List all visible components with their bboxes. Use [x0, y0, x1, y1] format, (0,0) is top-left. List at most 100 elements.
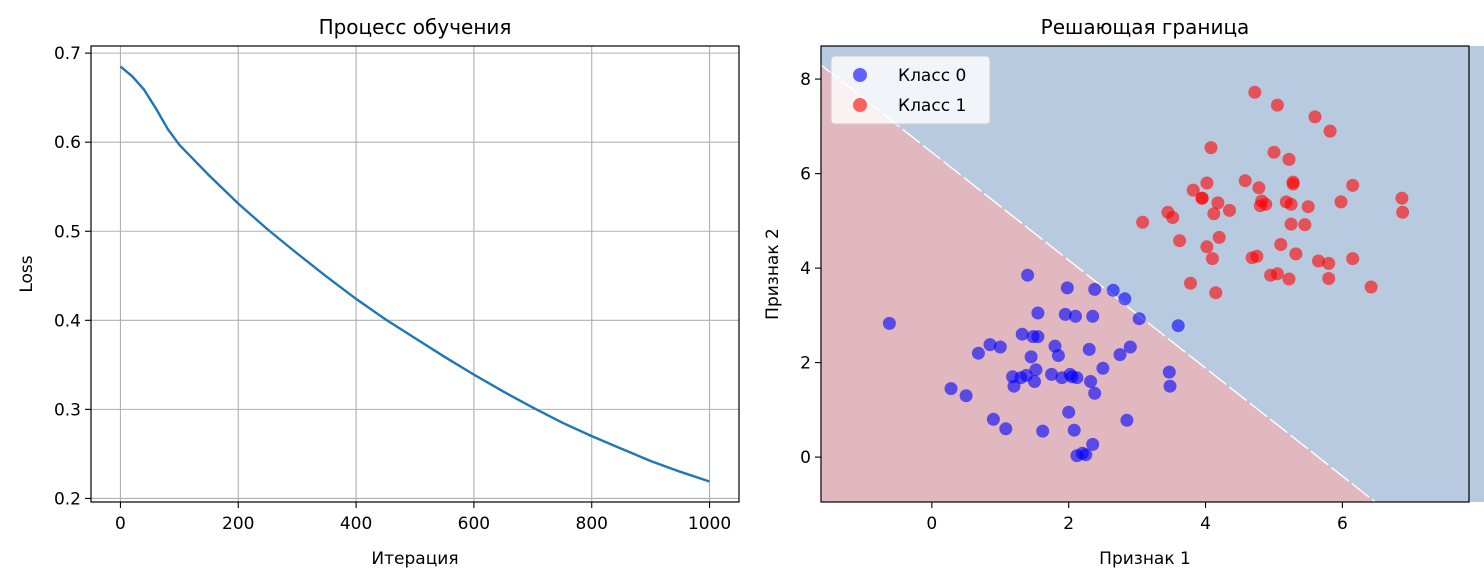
y-tick-label: 0.3 — [54, 400, 81, 420]
point-class-1 — [1248, 85, 1262, 99]
point-class-0 — [1015, 327, 1029, 341]
point-class-1 — [1207, 207, 1221, 221]
decision-chart-title: Решающая граница — [1041, 15, 1250, 39]
point-class-0 — [1163, 379, 1177, 393]
point-class-0 — [1021, 268, 1035, 282]
scatter-points — [882, 85, 1410, 463]
point-class-1 — [1204, 141, 1218, 155]
point-class-0 — [1086, 437, 1100, 451]
point-class-1 — [1301, 200, 1315, 214]
point-class-0 — [1067, 423, 1081, 437]
loss-chart-ylabel: Loss — [17, 255, 37, 292]
point-class-0 — [1060, 281, 1074, 295]
legend: Класс 0 Класс 1 — [830, 55, 991, 125]
point-class-1 — [1252, 181, 1266, 195]
loss-chart: Процесс обучения 0 200 400 600 800 1000 0.20.… — [17, 15, 740, 569]
point-class-0 — [1171, 319, 1185, 333]
point-class-0 — [1036, 424, 1050, 438]
loss-chart-xlabel: Итерация — [371, 549, 458, 569]
decision-chart-frame — [820, 45, 1470, 503]
legend-label-class-1: Класс 1 — [898, 96, 966, 116]
point-class-1 — [1250, 249, 1264, 263]
point-class-1 — [1308, 110, 1322, 124]
point-class-0 — [1084, 375, 1098, 388]
loss-chart-x-ticks: 0 200 400 600 800 1000 — [115, 502, 731, 534]
y-tick-label: 0.5 — [54, 222, 81, 242]
decision-boundary-line — [821, 64, 1376, 502]
point-class-1 — [1322, 272, 1336, 285]
point-class-1 — [1395, 191, 1409, 205]
point-class-0 — [1162, 365, 1176, 379]
x-tick-label: 600 — [458, 514, 490, 534]
point-class-1 — [1212, 230, 1226, 244]
point-class-0 — [1028, 375, 1041, 388]
point-class-0 — [983, 338, 997, 352]
point-class-0 — [1069, 309, 1082, 323]
x-tick-label: 1000 — [688, 514, 731, 534]
point-class-1 — [1323, 124, 1337, 138]
point-class-1 — [1238, 174, 1252, 188]
decision-chart-y-ticks: 0 2 4 6 8 — [800, 70, 821, 468]
point-class-1 — [1322, 256, 1336, 270]
point-class-0 — [1118, 292, 1132, 306]
loss-chart-y-ticks: 0.2 0.3 0.4 0.5 0.6 0.7 — [54, 44, 91, 509]
point-class-1 — [1282, 272, 1296, 286]
y-tick-label: 0 — [800, 448, 811, 468]
point-class-1 — [1312, 254, 1325, 268]
point-class-1 — [1211, 196, 1225, 210]
point-class-1 — [1270, 267, 1284, 281]
point-class-0 — [1070, 371, 1084, 385]
x-tick-label: 200 — [222, 514, 254, 534]
y-tick-label: 0.7 — [54, 44, 81, 64]
legend-box — [830, 55, 991, 125]
point-class-1 — [1267, 145, 1281, 159]
y-tick-label: 6 — [800, 165, 811, 185]
point-class-0 — [1079, 448, 1093, 462]
y-tick-label: 2 — [800, 354, 811, 374]
point-class-1 — [1289, 247, 1303, 261]
x-tick-label: 0 — [926, 514, 937, 534]
point-class-0 — [944, 382, 958, 396]
point-class-0 — [1024, 350, 1038, 364]
point-class-0 — [1031, 330, 1045, 344]
point-class-1 — [1195, 191, 1209, 205]
legend-marker-class-1 — [853, 98, 867, 112]
point-class-0 — [986, 412, 1000, 426]
point-class-1 — [1286, 175, 1300, 189]
point-class-0 — [1120, 413, 1134, 427]
point-class-0 — [1123, 340, 1137, 354]
decision-chart-x-ticks: 0 2 4 6 — [926, 502, 1348, 534]
point-class-0 — [999, 422, 1013, 436]
point-class-1 — [1298, 218, 1312, 232]
point-class-1 — [1166, 211, 1180, 224]
point-class-1 — [1270, 98, 1284, 112]
x-tick-label: 0 — [115, 514, 126, 534]
point-class-1 — [1223, 203, 1236, 217]
legend-marker-class-0 — [853, 68, 867, 82]
point-class-1 — [1205, 252, 1219, 266]
point-class-1 — [1346, 178, 1360, 192]
point-class-1 — [1364, 280, 1378, 294]
point-class-0 — [959, 389, 973, 403]
x-tick-label: 400 — [340, 514, 372, 534]
point-class-0 — [1045, 367, 1059, 381]
point-class-1 — [1284, 197, 1298, 211]
point-class-0 — [993, 340, 1007, 354]
decision-boundary-chart: Решающая граница 0 2 4 6 0 2 4 6 8 Признак 1 Пр… — [763, 15, 1484, 569]
point-class-1 — [1259, 197, 1273, 211]
point-class-1 — [1346, 252, 1360, 266]
point-class-1 — [1334, 195, 1348, 209]
decision-chart-xlabel: Признак 1 — [1099, 549, 1191, 569]
point-class-1 — [1284, 217, 1298, 231]
point-class-1 — [1282, 152, 1296, 166]
x-tick-label: 4 — [1200, 514, 1211, 534]
point-class-1 — [1184, 276, 1197, 290]
loss-line — [119, 65, 710, 483]
y-tick-label: 4 — [800, 259, 811, 279]
legend-label-class-0: Класс 0 — [898, 66, 966, 86]
y-tick-label: 8 — [800, 70, 811, 90]
point-class-0 — [1113, 348, 1127, 362]
loss-chart-frame — [90, 45, 740, 503]
loss-chart-grid — [91, 46, 739, 502]
